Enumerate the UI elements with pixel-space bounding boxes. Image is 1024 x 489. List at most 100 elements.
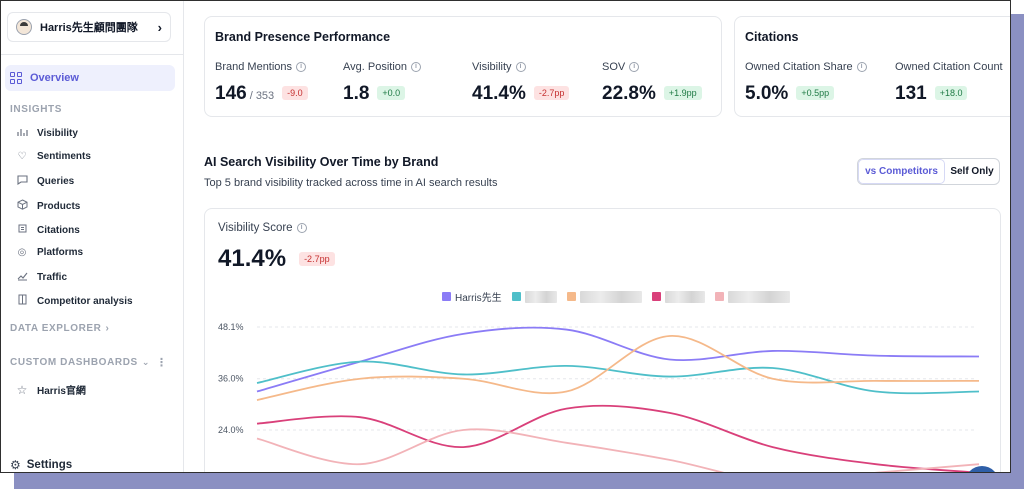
visibility-score-label-text: Visibility Score	[218, 222, 293, 234]
workspace-name: Harris先生顧問團隊	[40, 22, 138, 34]
sidebar-item-settings[interactable]: ⚙ Settings	[10, 458, 72, 472]
sidebar-item-platforms[interactable]: ◎ Platforms	[15, 247, 84, 258]
legend-item[interactable]	[651, 290, 705, 303]
series-line-1[interactable]	[256, 360, 980, 395]
metric-number: 131	[895, 83, 927, 104]
metric-number: 146	[215, 83, 247, 104]
visibility-line-chart: 48.1% 36.0% 24.0%	[218, 322, 980, 473]
data-explorer-label: DATA EXPLORER	[10, 323, 102, 334]
metric-label-text: SOV	[602, 61, 626, 73]
sidebar-item-queries[interactable]: Queries	[15, 175, 74, 188]
metric-value-owned-citation-count: 131 +18.0	[895, 83, 968, 105]
delta-badge: -9.0	[282, 86, 308, 100]
compare-icon	[15, 294, 29, 308]
sidebar-item-traffic[interactable]: Traffic	[15, 271, 67, 284]
chevron-right-icon: ›	[105, 323, 110, 334]
visibility-score-value: 41.4% -2.7pp	[218, 245, 335, 273]
metric-label-text: Owned Citation Share	[745, 61, 853, 73]
sidebar-item-competitor-analysis[interactable]: Competitor analysis	[15, 294, 133, 308]
chart-legend: Harris先生	[442, 289, 800, 304]
metric-label-text: Avg. Position	[343, 61, 408, 73]
toggle-vs-competitors[interactable]: vs Competitors	[858, 159, 945, 184]
legend-swatch	[714, 292, 724, 301]
series-line-0[interactable]	[256, 326, 980, 393]
metric-label-sov: SOV i	[602, 61, 640, 73]
more-options-icon[interactable]: ⋮	[155, 357, 168, 369]
section-subtitle: Top 5 brand visibility tracked across ti…	[204, 177, 498, 189]
sidebar-item-sentiments[interactable]: ♡ Sentiments	[15, 151, 91, 162]
sidebar-item-label: Platforms	[37, 247, 84, 258]
legend-label-redacted	[664, 290, 705, 303]
legend-item[interactable]	[714, 290, 790, 303]
info-icon[interactable]: i	[856, 62, 867, 72]
legend-swatch	[651, 292, 661, 301]
bar-chart-icon	[15, 127, 29, 140]
legend-label: Harris先生	[455, 293, 502, 304]
avatar-icon	[16, 19, 32, 35]
metric-number: 41.4%	[472, 83, 526, 104]
metric-value-owned-citation-share: 5.0% +0.5pp	[745, 83, 835, 105]
sidebar-item-dashboard[interactable]: ☆ Harris官網	[15, 382, 86, 398]
sidebar-item-label: Traffic	[37, 272, 68, 283]
metric-label-text: Owned Citation Count	[895, 61, 1003, 73]
sidebar-item-visibility[interactable]: Visibility	[15, 127, 78, 140]
delta-badge: +18.0	[934, 86, 968, 100]
info-icon[interactable]: i	[629, 62, 640, 72]
legend-item[interactable]	[566, 290, 642, 303]
series-line-3[interactable]	[256, 404, 980, 473]
legend-item[interactable]	[511, 290, 557, 303]
info-icon[interactable]: i	[296, 62, 307, 72]
info-icon[interactable]: i	[515, 62, 526, 72]
help-chat-button[interactable]	[965, 466, 999, 472]
sidebar-item-label: Overview	[30, 72, 79, 84]
star-icon: ☆	[16, 382, 28, 397]
legend-label-redacted	[524, 290, 557, 303]
sidebar-item-label: Queries	[37, 176, 75, 187]
insights-heading: INSIGHTS	[10, 104, 63, 115]
app-window: Harris先生顧問團隊 › Overview INSIGHTS Visibil…	[0, 0, 1011, 473]
y-tick-label: 48.1%	[218, 322, 244, 332]
sidebar-item-citations[interactable]: Citations	[15, 223, 80, 237]
sidebar-divider	[1, 54, 184, 55]
custom-dashboards-heading[interactable]: CUSTOM DASHBOARDS ⌄ ⋮	[10, 356, 168, 369]
metric-number: 1.8	[343, 83, 370, 104]
sidebar-item-label: Visibility	[37, 128, 78, 139]
legend-swatch	[511, 292, 521, 301]
y-tick-label: 36.0%	[218, 374, 244, 384]
sidebar-item-products[interactable]: Products	[15, 199, 80, 213]
legend-item[interactable]: Harris先生	[442, 289, 502, 304]
metric-value-visibility: 41.4% -2.7pp	[472, 83, 570, 105]
toggle-self-only[interactable]: Self Only	[950, 166, 994, 177]
series-line-2[interactable]	[256, 335, 980, 401]
gear-icon: ⚙	[10, 458, 21, 472]
card-title: Brand Presence Performance	[215, 30, 391, 44]
metric-label-visibility: Visibility i	[472, 61, 526, 73]
legend-label-redacted	[727, 290, 790, 303]
card-title: Citations	[745, 30, 799, 44]
brand-presence-card: Brand Presence Performance Brand Mention…	[204, 16, 722, 117]
info-icon[interactable]: i	[296, 223, 307, 233]
delta-badge: +1.9pp	[663, 86, 702, 100]
legend-label-redacted	[579, 290, 642, 303]
delta-badge: -2.7pp	[299, 252, 335, 266]
sidebar-item-label: Products	[37, 200, 81, 212]
delta-badge: +0.5pp	[796, 86, 835, 100]
sidebar-item-label: Harris官網	[37, 386, 86, 397]
series-line-4[interactable]	[256, 428, 980, 473]
metric-number: 22.8%	[602, 83, 656, 104]
visibility-chart-card: Visibility Score i 41.4% -2.7pp Harris先生	[204, 208, 1001, 473]
metric-label-owned-citation-share: Owned Citation Share i	[745, 61, 867, 73]
info-icon[interactable]: i	[411, 62, 422, 72]
comparison-toggle: vs Competitors Self Only	[857, 158, 1000, 185]
visibility-score-number: 41.4%	[218, 245, 287, 272]
sidebar-item-label: Competitor analysis	[37, 295, 133, 307]
citations-card: Citations Owned Citation Share i 5.0% +0…	[734, 16, 1010, 117]
sidebar-item-overview[interactable]: Overview	[5, 65, 175, 91]
section-title: AI Search Visibility Over Time by Brand	[204, 155, 439, 169]
y-tick-label: 24.0%	[218, 425, 244, 435]
data-explorer-link[interactable]: DATA EXPLORER ›	[10, 323, 109, 334]
chevron-right-icon: ›	[157, 19, 162, 35]
workspace-switcher[interactable]: Harris先生顧問團隊 ›	[7, 12, 171, 42]
metric-value-brand-mentions: 146 / 353 -9.0	[215, 83, 308, 105]
delta-badge: -2.7pp	[533, 86, 570, 100]
